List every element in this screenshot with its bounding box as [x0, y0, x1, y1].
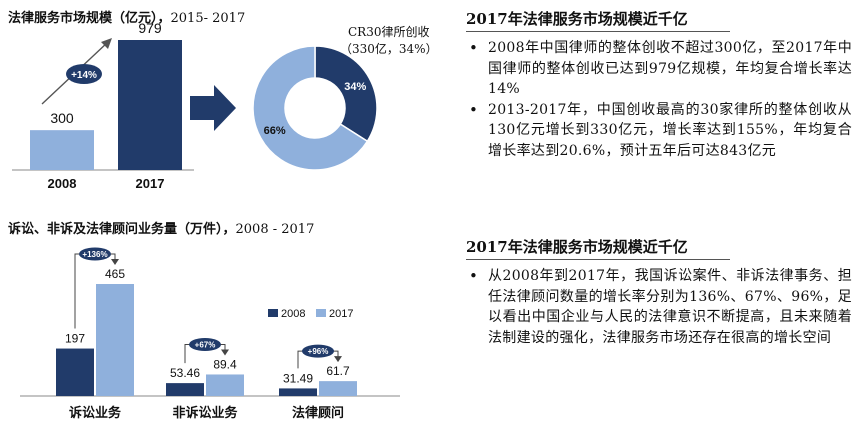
- bar-2017: [118, 40, 182, 170]
- growth-badge-label: +96%: [308, 347, 329, 356]
- business-volume-chart: 197 465 诉讼业务 +136% 53.46 89.4 非诉讼业务 +67% 31.49 61…: [20, 247, 400, 421]
- bullet-list-bottom: 从2008年到2017年，我国诉讼案件、非诉法律事务、担任法律顾问数量的增长率分…: [464, 266, 852, 348]
- growth-badge-label: +136%: [82, 250, 107, 259]
- data-label-2008: 197: [65, 332, 85, 346]
- data-label-2008: 300: [50, 110, 74, 126]
- data-label-2017: 61.7: [326, 364, 350, 378]
- section-heading-top: 2017年法律服务市场规模近千亿: [466, 8, 730, 32]
- growth-badge: [189, 337, 221, 351]
- business-volume-bars: 197 465 诉讼业务 +136% 53.46 89.4 非诉讼业务 +67% 31.49 61…: [20, 247, 400, 421]
- legend-swatch-2008: [268, 309, 278, 317]
- donut-annotation-line1: CR30律所创收: [348, 25, 430, 39]
- data-label-2008: 31.49: [283, 371, 313, 385]
- growth-badge-label: +14%: [71, 70, 97, 81]
- legend-label-2017: 2017: [329, 308, 353, 320]
- x-tick-2008: 2008: [48, 176, 77, 191]
- business-volume-title: 诉讼、非诉及法律顾问业务量（万件），2008 - 2017: [8, 218, 314, 237]
- business-volume-title-text: 诉讼、非诉及法律顾问业务量（万件），: [8, 222, 236, 237]
- market-size-bar-chart: 300 2008 979 2017: [12, 20, 194, 191]
- x-tick-label: 法律顾问: [292, 405, 344, 421]
- market-size-charts: 300 2008 979 2017 +14% 34% 66% CR30律所创收 （330…: [12, 20, 438, 191]
- x-tick-label: 诉讼业务: [69, 405, 122, 421]
- cr30-donut-chart: 34% 66%: [252, 45, 378, 171]
- data-label-2017: 89.4: [213, 357, 237, 371]
- bar-2017: [319, 381, 357, 396]
- growth-badge: [302, 344, 334, 358]
- donut-label-34: 34%: [344, 81, 366, 93]
- flow-arrow-icon: [190, 85, 236, 131]
- bar-2017: [96, 284, 134, 396]
- growth-badge-label: +67%: [195, 340, 216, 349]
- bar-2008: [56, 348, 94, 396]
- donut-slice-66: [252, 45, 369, 171]
- donut-label-66: 66%: [264, 125, 286, 137]
- market-size-year-range: 2015- 2017: [170, 11, 246, 26]
- market-size-title: 法律服务市场规模（亿元），2015- 2017: [8, 7, 245, 26]
- bullet-list-top: 2008年中国律师的整体创收不超过300亿，至2017年中国律师的整体创收已达到…: [464, 38, 852, 161]
- growth-badge: [79, 247, 111, 261]
- growth-bracket-arrow-icon: [334, 356, 342, 363]
- chart-legend: 2008 2017: [268, 308, 353, 320]
- growth-arrow-group: +14%: [41, 38, 112, 105]
- bullet-item: 从2008年到2017年，我国诉讼案件、非诉法律事务、担任法律顾问数量的增长率分…: [464, 266, 852, 348]
- growth-arrow-head-icon: [101, 38, 112, 49]
- growth-bracket-arrow-icon: [221, 349, 229, 356]
- business-volume-year-range: 2008 - 2017: [235, 222, 315, 237]
- growth-badge: [66, 64, 102, 84]
- data-label-2008: 53.46: [170, 366, 200, 380]
- bullet-item: 2013-2017年，中国创收最高的30家律所的整体创收从130亿元增长到330…: [464, 100, 852, 162]
- legend-label-2008: 2008: [281, 308, 305, 320]
- donut-slice-34: [314, 45, 378, 143]
- bar-2008: [166, 383, 204, 396]
- x-tick-label: 非诉讼业务: [172, 405, 238, 421]
- market-size-title-text: 法律服务市场规模（亿元），: [8, 11, 171, 26]
- data-label-2017: 465: [105, 267, 125, 281]
- donut-annotation-line2: （330亿，34%）: [340, 41, 438, 56]
- bar-2017: [206, 374, 244, 396]
- bar-2008: [279, 388, 317, 396]
- x-tick-2017: 2017: [136, 176, 165, 191]
- growth-bracket-arrow-icon: [111, 259, 119, 265]
- bullet-item: 2008年中国律师的整体创收不超过300亿，至2017年中国律师的整体创收已达到…: [464, 38, 852, 100]
- legend-swatch-2017: [316, 309, 326, 317]
- data-label-2017: 979: [138, 20, 162, 36]
- bar-2008: [30, 130, 94, 170]
- section-heading-bottom: 2017年法律服务市场规模近千亿: [466, 236, 730, 260]
